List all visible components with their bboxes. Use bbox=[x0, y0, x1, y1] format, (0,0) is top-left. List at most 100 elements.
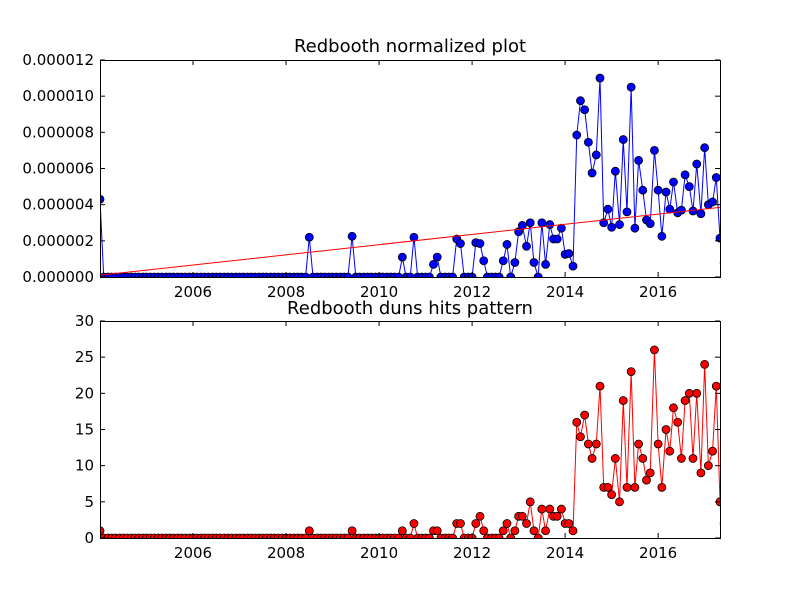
data-point bbox=[653, 185, 663, 195]
data-point bbox=[572, 130, 582, 140]
data-point bbox=[304, 232, 314, 242]
data-point bbox=[638, 454, 648, 463]
data-point bbox=[517, 511, 527, 521]
data-point bbox=[645, 219, 655, 229]
data-point bbox=[657, 482, 667, 492]
data-point bbox=[622, 482, 632, 492]
data-point bbox=[719, 261, 720, 264]
data-point bbox=[615, 220, 624, 229]
series-line bbox=[100, 206, 720, 276]
data-point bbox=[533, 272, 543, 277]
data-point bbox=[669, 403, 678, 413]
y-tick-label: 0 bbox=[84, 529, 94, 547]
data-point bbox=[432, 526, 442, 536]
plot-area bbox=[100, 345, 732, 538]
data-point bbox=[591, 150, 601, 160]
data-point bbox=[618, 396, 628, 405]
y-tick-label: 0.000006 bbox=[22, 160, 94, 178]
data-point bbox=[506, 533, 516, 538]
data-point bbox=[724, 505, 732, 513]
y-axis: 0.000000 0.000002 0.000004 0.000006 0.00… bbox=[22, 51, 720, 286]
data-point bbox=[688, 454, 698, 463]
x-tick-label: 2012 bbox=[453, 544, 491, 562]
data-point bbox=[456, 519, 465, 528]
data-point bbox=[680, 170, 690, 180]
data-point bbox=[448, 533, 457, 538]
data-point bbox=[448, 272, 457, 277]
x-tick-label: 2014 bbox=[546, 544, 584, 562]
data-point bbox=[424, 272, 434, 277]
data-point bbox=[626, 367, 636, 377]
data-point bbox=[533, 533, 543, 538]
data-point bbox=[405, 533, 415, 538]
data-point bbox=[607, 222, 617, 232]
y-axis: 0 5 10 15 20 25 30 bbox=[75, 312, 720, 547]
data-point bbox=[638, 185, 648, 195]
data-point bbox=[591, 439, 601, 449]
data-point bbox=[394, 533, 403, 538]
data-point bbox=[304, 526, 314, 536]
y-tick-label: 10 bbox=[75, 457, 94, 475]
data-point bbox=[572, 417, 582, 427]
data-point bbox=[557, 223, 566, 233]
x-tick-label: 2006 bbox=[174, 544, 212, 562]
data-point bbox=[669, 177, 678, 187]
data-point bbox=[343, 272, 353, 277]
data-point bbox=[541, 259, 550, 269]
data-point bbox=[610, 166, 620, 176]
data-point bbox=[525, 218, 535, 228]
x-tick-label: 2008 bbox=[267, 283, 305, 301]
axes-duns-hits-pattern: 2006 2008 2010 2012 2014 2016 0 5 10 15 … bbox=[75, 298, 732, 562]
series-line bbox=[100, 349, 720, 538]
data-point bbox=[479, 526, 489, 536]
y-tick-label: 0.000000 bbox=[22, 268, 94, 286]
x-axis: 2006 2008 2010 2012 2014 2016 bbox=[174, 60, 677, 301]
data-point bbox=[595, 381, 605, 391]
data-point bbox=[677, 205, 686, 215]
data-point bbox=[700, 359, 710, 369]
data-point bbox=[557, 504, 566, 514]
y-tick-label: 20 bbox=[75, 384, 94, 402]
data-point bbox=[708, 446, 717, 456]
x-tick-label: 2014 bbox=[546, 283, 584, 301]
data-point bbox=[642, 475, 651, 485]
data-point bbox=[529, 526, 539, 536]
data-point bbox=[684, 182, 694, 191]
data-point bbox=[510, 526, 520, 536]
data-point bbox=[552, 234, 562, 244]
chart-title: Redbooth duns hits pattern bbox=[287, 298, 533, 319]
data-point bbox=[522, 241, 531, 251]
data-point bbox=[708, 197, 717, 207]
axes-frame bbox=[100, 321, 721, 539]
axes-normalized-plot: Redbooth normalized plot 2006 2008 2010 … bbox=[22, 36, 721, 301]
y-tick-label: 30 bbox=[75, 312, 94, 330]
data-point bbox=[479, 256, 489, 266]
data-point bbox=[673, 417, 683, 427]
x-tick-label: 2016 bbox=[639, 283, 677, 301]
data-point bbox=[424, 533, 434, 538]
x-tick-label: 2010 bbox=[360, 544, 398, 562]
data-point bbox=[397, 526, 407, 536]
y-tick-label: 0.000010 bbox=[22, 87, 94, 105]
data-point bbox=[650, 345, 659, 355]
data-point bbox=[661, 425, 671, 434]
data-point bbox=[494, 272, 504, 277]
data-point bbox=[650, 146, 659, 155]
data-point bbox=[595, 73, 605, 83]
data-point bbox=[506, 272, 516, 277]
data-point bbox=[587, 168, 597, 178]
data-point bbox=[456, 239, 465, 248]
data-point bbox=[618, 135, 628, 144]
data-point bbox=[409, 519, 419, 528]
data-point bbox=[587, 454, 597, 463]
data-point bbox=[696, 468, 706, 478]
data-point bbox=[622, 207, 632, 217]
data-point bbox=[607, 490, 617, 500]
data-point bbox=[580, 410, 590, 420]
data-point bbox=[471, 519, 481, 528]
data-point bbox=[522, 519, 531, 528]
data-point bbox=[510, 258, 520, 267]
data-point bbox=[394, 272, 403, 277]
y-tick-label: 0.000008 bbox=[22, 123, 94, 141]
data-point bbox=[653, 439, 663, 449]
